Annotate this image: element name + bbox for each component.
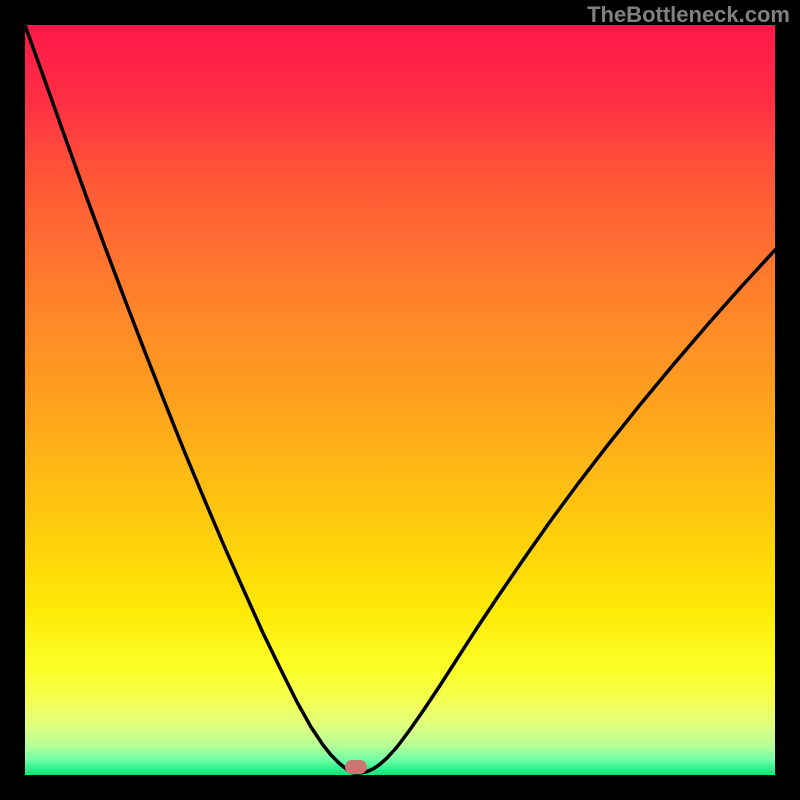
bottleneck-curve (25, 25, 775, 775)
plot-frame (25, 25, 775, 775)
optimal-marker (345, 760, 367, 774)
curve-path (25, 25, 775, 773)
watermark-text: TheBottleneck.com (587, 2, 790, 28)
